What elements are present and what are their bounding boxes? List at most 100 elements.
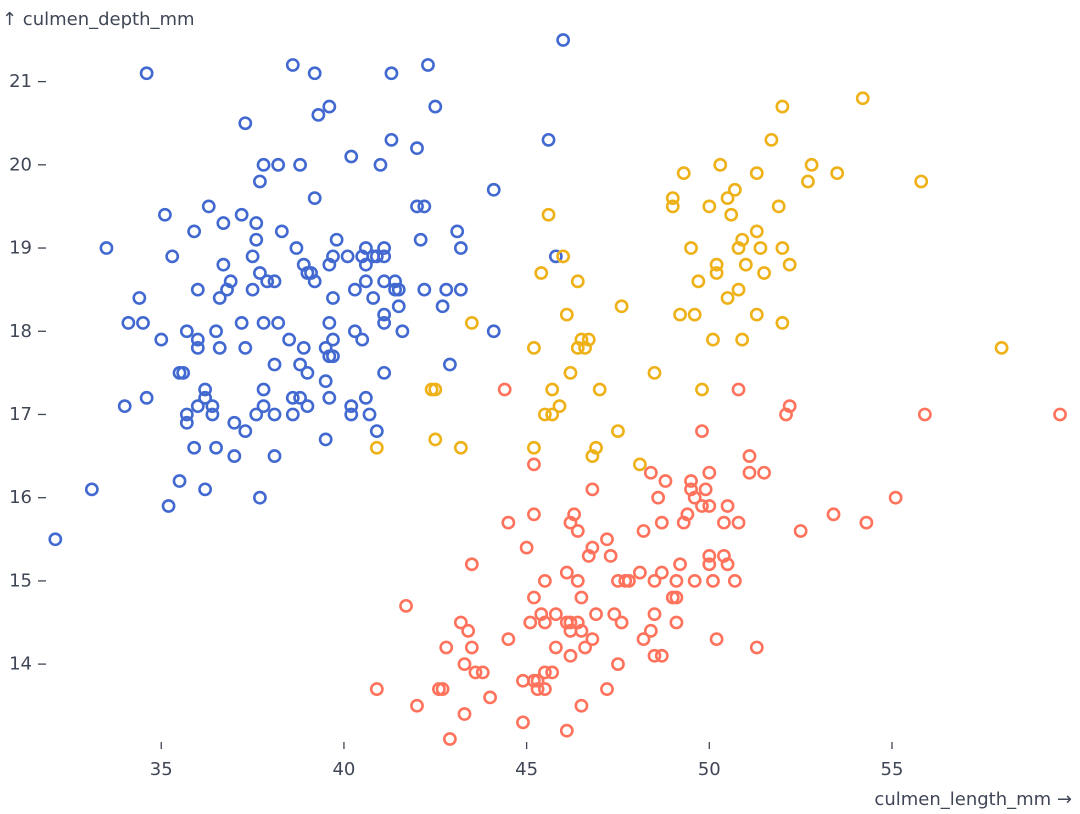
- scatter-point: [731, 382, 746, 397]
- y-tick-label: 20: [9, 154, 32, 175]
- scatter-point: [676, 166, 691, 181]
- scatter-point: [654, 648, 669, 663]
- scatter-point: [757, 465, 771, 480]
- scatter-point: [654, 565, 669, 580]
- x-axis: 35 40 45 50 55: [150, 742, 903, 780]
- scatter-point: [775, 241, 790, 255]
- scatter-point: [439, 282, 454, 297]
- scatter-point: [702, 199, 717, 214]
- scatter-point: [501, 515, 516, 530]
- scatter-point: [249, 216, 264, 230]
- scatter-point: [326, 332, 340, 347]
- scatter-point: [581, 332, 596, 347]
- scatter-point: [377, 241, 392, 255]
- scatter-point: [453, 615, 468, 630]
- scatter-point: [190, 332, 205, 347]
- scatter-point: [603, 549, 618, 563]
- scatter-point: [713, 157, 728, 172]
- scatter-point: [709, 632, 724, 647]
- scatter-point: [311, 107, 326, 122]
- scatter-point: [461, 623, 476, 638]
- scatter-point: [234, 207, 249, 222]
- scatter-point: [994, 340, 1009, 355]
- scatter-point: [647, 365, 662, 380]
- scatter-point: [209, 324, 223, 339]
- scatter-point: [552, 399, 567, 414]
- y-tick-label: 15: [9, 570, 32, 591]
- scatter-point: [223, 274, 238, 289]
- scatter-point: [570, 573, 585, 588]
- scatter-point: [377, 316, 392, 330]
- scatter-point: [267, 357, 282, 372]
- scatter-point: [271, 316, 286, 330]
- scatter-point: [559, 723, 574, 738]
- scatter-point: [735, 332, 750, 347]
- scatter-point: [457, 707, 472, 721]
- scatter-point: [307, 274, 322, 289]
- scatter-point: [293, 390, 307, 405]
- y-tick-label: 14: [9, 654, 32, 675]
- scatter-point: [245, 282, 260, 297]
- scatter-point: [702, 465, 717, 480]
- scatter-point: [300, 365, 315, 380]
- y-tick-label: 21: [9, 71, 32, 92]
- scatter-point: [687, 307, 702, 322]
- scatter-point: [600, 682, 614, 696]
- scatter-point: [158, 207, 172, 222]
- scatter-point: [216, 216, 231, 230]
- scatter-point: [435, 299, 450, 314]
- scatter-point: [417, 199, 432, 214]
- scatter-point: [589, 607, 603, 622]
- scatter-point: [695, 424, 709, 439]
- scatter-point: [453, 440, 468, 455]
- scatter-point: [537, 573, 552, 588]
- scatter-point: [706, 332, 720, 347]
- scatter-point: [413, 232, 428, 247]
- scatter-point: [293, 157, 307, 172]
- scatter-point: [607, 607, 622, 622]
- scatter-point: [326, 249, 340, 264]
- scatter-point: [669, 590, 684, 605]
- scatter-point: [527, 507, 541, 522]
- scatter-point: [527, 457, 541, 472]
- scatter-point: [121, 316, 136, 330]
- scatter-point: [410, 141, 424, 156]
- scatter-point: [358, 390, 373, 405]
- scatter-point: [742, 449, 757, 463]
- scatter-point: [154, 332, 169, 347]
- scatter-point: [702, 549, 717, 563]
- scatter-point: [684, 241, 698, 255]
- scatter-point: [651, 490, 666, 505]
- scatter-point: [227, 449, 242, 463]
- scatter-point: [632, 457, 647, 472]
- scatter-point: [187, 224, 202, 239]
- scatter-point: [377, 249, 392, 264]
- scatter-point: [198, 482, 213, 497]
- scatter-point: [537, 682, 552, 696]
- scatter-point: [373, 157, 388, 172]
- scatter-point: [165, 249, 180, 264]
- scatter-point: [731, 515, 746, 530]
- scatter-point: [556, 249, 571, 264]
- scatter-point: [720, 557, 735, 572]
- scatter-point: [537, 615, 552, 630]
- scatter-point: [680, 507, 695, 522]
- scatter-point: [578, 640, 592, 655]
- scatter-point: [179, 324, 194, 339]
- scatter-point: [516, 715, 530, 730]
- scatter-point: [267, 407, 282, 422]
- scatter-point: [665, 199, 680, 214]
- scatter-point: [914, 174, 929, 189]
- scatter-point: [563, 648, 578, 663]
- scatter-point: [600, 532, 614, 547]
- scatter-point: [545, 382, 560, 397]
- scatter-point: [344, 399, 359, 414]
- scatter-point: [537, 665, 552, 680]
- scatter-point: [340, 249, 355, 264]
- scatter-point: [775, 99, 790, 114]
- scatter-point: [647, 573, 662, 588]
- scatter-point: [260, 274, 275, 289]
- scatter-point: [527, 590, 541, 605]
- scatter-point: [530, 673, 545, 688]
- scatter-point: [658, 474, 673, 488]
